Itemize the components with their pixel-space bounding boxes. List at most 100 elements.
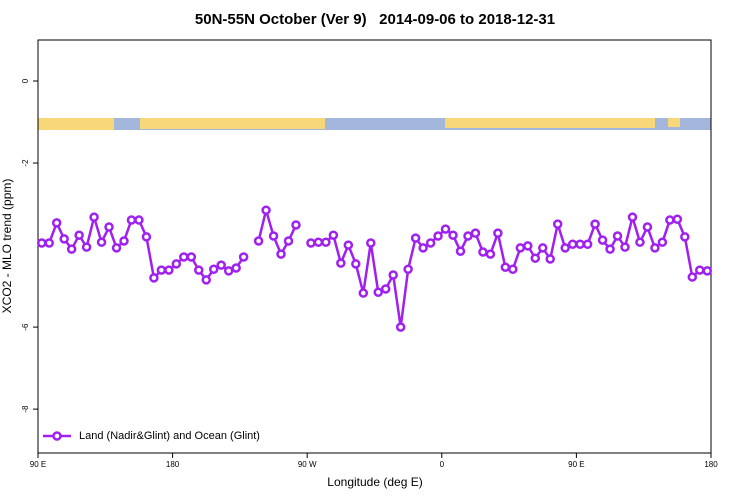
data-point xyxy=(313,237,324,247)
data-point xyxy=(194,265,204,275)
data-point xyxy=(515,243,526,253)
data-point xyxy=(179,252,189,262)
y-axis-label: XCO2 - MLO trend (ppm) xyxy=(0,179,14,314)
data-point xyxy=(283,236,294,246)
data-point xyxy=(328,230,339,240)
data-point xyxy=(268,231,279,241)
data-point xyxy=(96,237,107,247)
data-point xyxy=(238,252,249,262)
x-tick-label: 90 E xyxy=(30,460,46,469)
data-point xyxy=(51,218,62,228)
data-point xyxy=(126,215,137,225)
data-point xyxy=(74,230,84,240)
data-point xyxy=(134,215,144,225)
data-point xyxy=(81,242,92,252)
data-point xyxy=(66,244,77,254)
data-point xyxy=(44,238,54,248)
data-point xyxy=(530,253,541,263)
data-point xyxy=(627,212,638,222)
data-point xyxy=(321,237,331,247)
y-tick-label: -2 xyxy=(21,159,30,167)
data-point xyxy=(620,242,630,252)
data-point xyxy=(216,260,226,270)
data-point xyxy=(59,234,69,244)
x-tick-label: 90 W xyxy=(298,460,317,469)
data-point xyxy=(635,237,645,247)
data-point xyxy=(201,275,211,285)
data-point xyxy=(545,254,555,264)
x-tick-label: 90 E xyxy=(568,460,584,469)
data-point xyxy=(605,244,615,254)
data-point xyxy=(261,205,271,215)
legend-swatch-marker xyxy=(52,431,62,441)
data-point xyxy=(687,272,698,282)
data-point xyxy=(695,265,705,275)
x-tick-label: 180 xyxy=(704,460,718,469)
data-point xyxy=(440,224,451,234)
data-point xyxy=(433,231,443,241)
plot-frame xyxy=(37,39,712,454)
data-point xyxy=(171,259,182,269)
data-point xyxy=(590,219,600,229)
data-point xyxy=(657,237,668,247)
data-point xyxy=(478,247,488,257)
data-point xyxy=(650,243,660,253)
data-point xyxy=(373,287,383,297)
series-line xyxy=(41,205,708,328)
data-point xyxy=(186,252,197,262)
x-tick-label: 180 xyxy=(166,460,180,469)
chart-title: 50N-55N October (Ver 9) 2014-09-06 to 20… xyxy=(195,11,555,28)
data-point xyxy=(575,239,585,249)
data-point xyxy=(567,239,578,249)
y-tick-label: -8 xyxy=(21,405,30,413)
data-point xyxy=(463,231,473,241)
data-point xyxy=(223,266,234,276)
data-point xyxy=(672,214,683,224)
data-point xyxy=(418,243,428,253)
data-point xyxy=(336,258,346,268)
data-point xyxy=(164,265,174,275)
data-point xyxy=(493,228,503,238)
data-point xyxy=(485,249,496,259)
data-point xyxy=(523,241,533,251)
data-point xyxy=(104,222,114,232)
data-point xyxy=(149,273,159,283)
data-point xyxy=(141,232,152,242)
data-point xyxy=(291,220,301,230)
data-point xyxy=(552,219,563,229)
data-point xyxy=(702,266,713,276)
data-point xyxy=(560,243,570,253)
data-point xyxy=(351,259,361,269)
x-axis-label: Longitude (deg E) xyxy=(327,475,422,489)
data-point xyxy=(455,246,466,256)
data-point xyxy=(642,222,653,232)
land-ocean-strip xyxy=(38,118,711,130)
data-point xyxy=(208,264,219,275)
data-point xyxy=(448,230,458,240)
data-point xyxy=(612,231,623,241)
data-point xyxy=(253,236,264,246)
data-point xyxy=(111,243,122,253)
data-point xyxy=(680,232,690,242)
data-point xyxy=(276,249,286,259)
legend-label: Land (Nadir&Glint) and Ocean (Glint) xyxy=(79,430,260,442)
data-point xyxy=(403,264,413,275)
data-point xyxy=(358,288,369,298)
data-point xyxy=(119,236,129,246)
data-point xyxy=(582,239,593,249)
data-point xyxy=(665,215,675,225)
y-tick-label: -6 xyxy=(21,323,30,331)
data-point xyxy=(395,322,406,332)
data-point xyxy=(508,264,518,275)
x-tick-label: 0 xyxy=(440,460,445,469)
data-point xyxy=(388,270,398,280)
data-point xyxy=(343,240,354,250)
y-tick-label: 0 xyxy=(21,78,30,83)
data-point xyxy=(500,262,511,272)
data-point xyxy=(538,243,548,253)
data-point xyxy=(410,233,421,243)
data-point xyxy=(366,238,376,248)
data-point xyxy=(425,238,436,248)
